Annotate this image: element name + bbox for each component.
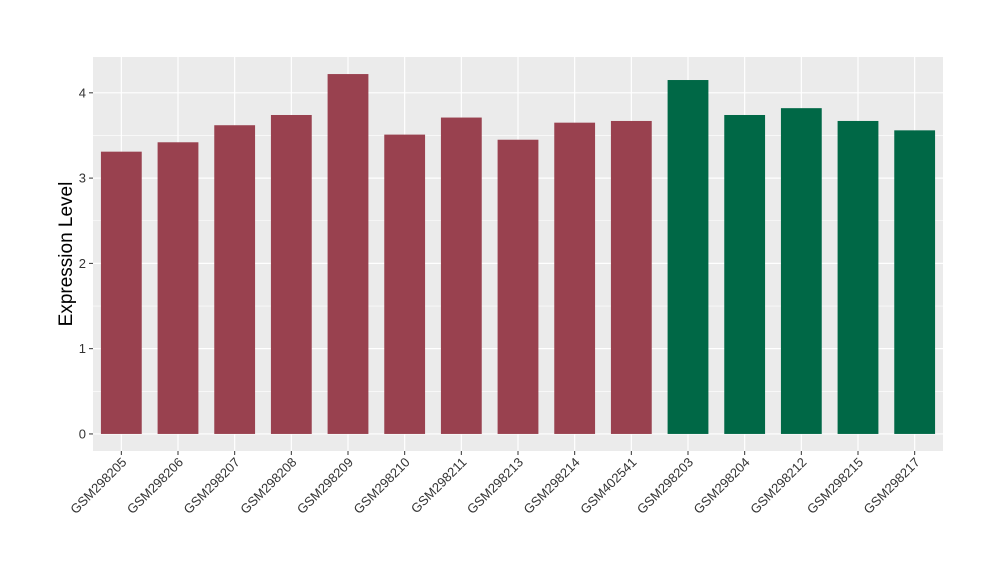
y-axis: 0 1 2 3 4 [79,85,93,441]
bar-GSM298211 [440,117,482,434]
bar-GSM298208 [270,114,312,434]
bar-GSM298215 [837,120,879,434]
bar-GSM298206 [157,142,199,434]
x-tick-label: GSM298203 [634,455,696,517]
y-tick-label: 1 [79,341,86,356]
x-tick-label: GSM298217 [861,455,923,517]
bar-GSM298207 [214,125,256,434]
x-tick-label: GSM298205 [67,455,129,517]
bars [100,74,936,434]
x-tick-label: GSM298215 [804,455,866,517]
bar-GSM298213 [497,139,539,434]
x-tick-label: GSM298206 [124,455,186,517]
x-tick-label: GSM298208 [237,455,299,517]
y-tick-label: 2 [79,256,86,271]
bar-GSM298212 [780,108,822,434]
bar-GSM298210 [384,134,426,434]
x-tick-label: GSM298207 [181,455,243,517]
x-tick-label: GSM298213 [464,455,526,517]
bar-GSM298205 [100,151,142,434]
bar-GSM298217 [894,130,936,434]
x-tick-label: GSM402541 [577,455,639,517]
y-tick-label: 4 [79,85,86,100]
x-tick-label: GSM298204 [691,455,753,517]
x-tick-label: GSM298211 [408,455,470,517]
bar-GSM298203 [667,80,709,434]
x-tick-label: GSM298210 [351,455,413,517]
y-axis-title: Expression Level [56,182,77,327]
bar-GSM298214 [554,122,596,434]
x-tick-label: GSM298214 [521,455,583,517]
x-axis: GSM298205GSM298206GSM298207GSM298208GSM2… [67,451,923,517]
y-tick-label: 0 [79,426,86,441]
bar-GSM298209 [327,74,369,434]
bar-GSM298204 [724,114,766,434]
y-tick-label: 3 [79,171,86,186]
x-tick-label: GSM298209 [294,455,356,517]
bar-GSM402541 [610,120,652,434]
x-tick-label: GSM298212 [747,455,809,517]
